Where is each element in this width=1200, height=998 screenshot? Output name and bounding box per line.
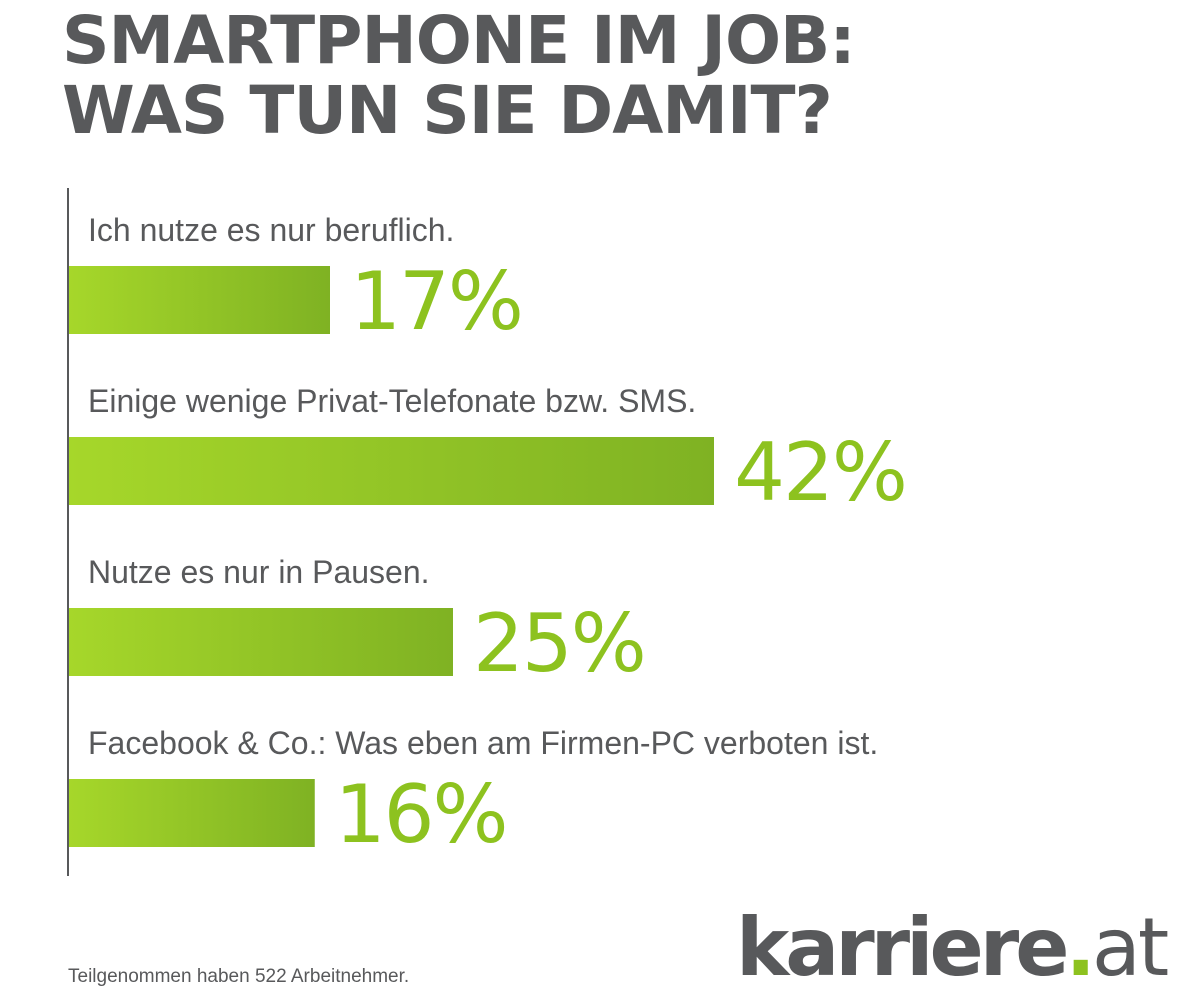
chart-title-line-1: SMARTPHONE IM JOB: bbox=[62, 2, 856, 79]
bar-value-label: 17% bbox=[350, 255, 524, 348]
category-label: Ich nutze es nur beruflich. bbox=[88, 212, 455, 248]
category-label: Einige wenige Privat-Telefonate bzw. SMS… bbox=[88, 383, 697, 419]
bar-rect bbox=[69, 266, 331, 334]
bar-rect bbox=[69, 437, 715, 505]
bar-rect bbox=[69, 779, 315, 847]
logo-word: karriere bbox=[736, 901, 1069, 994]
category-label: Facebook & Co.: Was eben am Firmen-PC ve… bbox=[88, 725, 879, 761]
bar-rect bbox=[69, 608, 453, 676]
bar bbox=[69, 266, 331, 334]
bar bbox=[69, 779, 315, 847]
bar-value-label: 16% bbox=[334, 768, 509, 861]
karriere-at-logo: karriere.at bbox=[736, 908, 1169, 988]
logo-dot: . bbox=[1065, 901, 1095, 994]
category-label: Nutze es nur in Pausen. bbox=[88, 554, 430, 590]
chart-axis-line bbox=[67, 188, 69, 876]
logo-tld: at bbox=[1091, 901, 1169, 994]
bar bbox=[69, 437, 715, 505]
bar bbox=[69, 608, 453, 676]
bar-value-label: 25% bbox=[473, 597, 647, 690]
chart-title-line-2: WAS TUN SIE DAMIT? bbox=[62, 72, 833, 149]
bar-value-label: 42% bbox=[734, 426, 908, 519]
footnote: Teilgenommen haben 522 Arbeitnehmer. bbox=[68, 966, 410, 987]
